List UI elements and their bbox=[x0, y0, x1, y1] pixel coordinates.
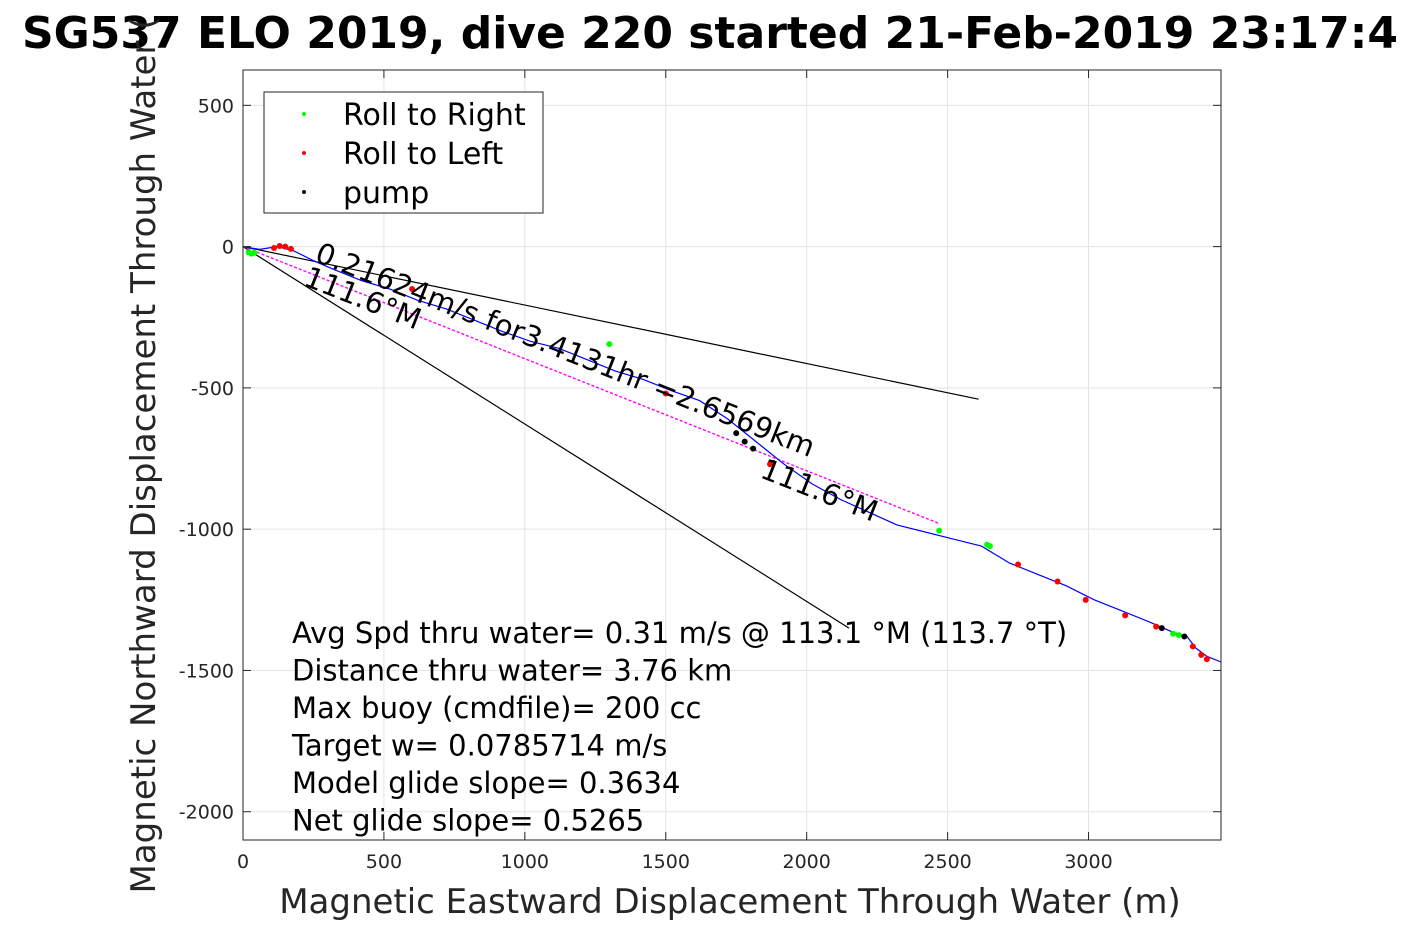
marker-roll-to-right bbox=[606, 341, 613, 348]
legend-box bbox=[263, 91, 544, 214]
x-tick-label: 500 bbox=[366, 851, 402, 873]
track-line bbox=[242, 245, 1222, 663]
y-tick-label: -500 bbox=[191, 378, 234, 400]
marker-pump bbox=[733, 430, 740, 437]
y-tick-label: -1500 bbox=[179, 660, 234, 682]
marker-roll-to-left bbox=[1122, 612, 1129, 619]
marker-roll-to-left bbox=[409, 285, 416, 292]
y-tick-label: -2000 bbox=[179, 802, 234, 824]
marker-roll-to-left bbox=[287, 245, 294, 252]
wedge-line bbox=[242, 246, 850, 629]
series-markers bbox=[245, 243, 1210, 663]
marker-roll-to-left bbox=[1054, 578, 1061, 585]
marker-roll-to-left bbox=[1189, 643, 1196, 650]
marker-pump bbox=[750, 445, 757, 452]
marker-roll-to-right bbox=[251, 249, 258, 256]
x-tick-label: 1000 bbox=[501, 851, 549, 873]
x-tick-label: 0 bbox=[237, 851, 249, 873]
legend-label: pump bbox=[343, 176, 429, 211]
x-tick-label: 2000 bbox=[783, 851, 831, 873]
marker-roll-to-right bbox=[936, 527, 943, 534]
marker-roll-to-left bbox=[276, 243, 283, 250]
marker-roll-to-right bbox=[1175, 632, 1182, 639]
stats-line: Target w= 0.0785714 m/s bbox=[291, 729, 667, 763]
x-axis-label: Magnetic Eastward Displacement Through W… bbox=[279, 882, 1181, 922]
legend-label: Roll to Right bbox=[343, 98, 526, 133]
marker-roll-to-left bbox=[1203, 656, 1210, 663]
legend-marker bbox=[302, 151, 306, 155]
track-polyline bbox=[242, 245, 1222, 663]
marker-roll-to-left bbox=[1015, 561, 1022, 568]
stats-line: Avg Spd thru water= 0.31 m/s @ 113.1 °M … bbox=[292, 616, 1067, 650]
marker-pump bbox=[1158, 625, 1165, 632]
y-tick-label: 0 bbox=[222, 237, 234, 259]
marker-roll-to-right bbox=[1170, 630, 1177, 637]
legend-marker bbox=[302, 190, 306, 194]
y-tick-label: 500 bbox=[198, 95, 234, 117]
marker-roll-to-right bbox=[986, 543, 993, 550]
marker-roll-to-left bbox=[1153, 623, 1160, 630]
wedge-line bbox=[242, 246, 979, 400]
y-axis-ticks: 500 0 -500 -1000 -1500 -2000 bbox=[179, 95, 1221, 824]
marker-roll-to-left bbox=[1082, 596, 1089, 603]
stats-line: Max buoy (cmdfile)= 200 cc bbox=[292, 691, 701, 725]
chart-title: SG537 ELO 2019, dive 220 started 21-Feb-… bbox=[22, 8, 1398, 59]
plot-border bbox=[242, 69, 1222, 841]
legend-marker bbox=[302, 112, 306, 116]
marker-roll-to-left bbox=[767, 461, 774, 468]
marker-pump bbox=[1181, 633, 1188, 640]
marker-roll-to-left bbox=[271, 245, 278, 252]
marker-roll-to-left bbox=[1198, 651, 1205, 658]
x-axis-ticks: 0 500 1000 1500 2000 2500 3000 bbox=[237, 70, 1113, 873]
y-axis-label: Magnetic Northward Displacement Through … bbox=[124, 17, 164, 894]
y-tick-label: -1000 bbox=[179, 519, 234, 541]
stats-line: Distance thru water= 3.76 km bbox=[292, 654, 732, 688]
marker-roll-to-left bbox=[662, 390, 669, 397]
wedge-lines bbox=[242, 246, 979, 629]
stats-line: Model glide slope= 0.3634 bbox=[292, 766, 680, 800]
legend: Roll to Right Roll to Left pump bbox=[263, 91, 544, 214]
x-tick-label: 2500 bbox=[923, 851, 971, 873]
legend-label: Roll to Left bbox=[343, 137, 503, 172]
marker-roll-to-left bbox=[282, 243, 289, 250]
stats-block: Avg Spd thru water= 0.31 m/s @ 113.1 °M … bbox=[291, 616, 1067, 838]
stats-line: Net glide slope= 0.5265 bbox=[292, 804, 644, 838]
x-tick-label: 3000 bbox=[1064, 851, 1112, 873]
marker-pump bbox=[741, 438, 748, 445]
x-tick-label: 1500 bbox=[642, 851, 690, 873]
